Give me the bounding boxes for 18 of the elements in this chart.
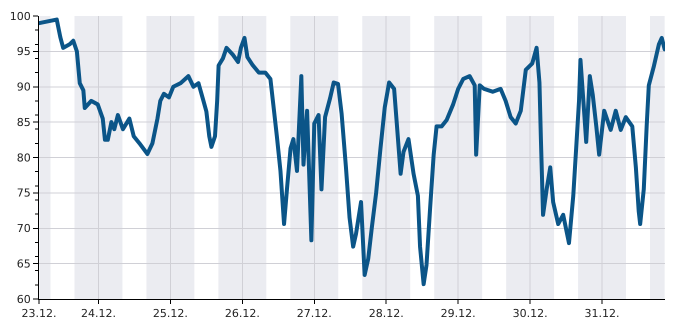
y-tick-label: 80: [16, 151, 31, 164]
x-tick-label: 27.12.: [296, 307, 332, 320]
x-tick-label: 23.12.: [22, 307, 56, 320]
y-tick-label: 100: [10, 10, 31, 23]
y-tick-label: 95: [16, 45, 31, 58]
x-tick-label: 25.12.: [152, 307, 188, 320]
x-tick-label: 28.12.: [368, 307, 404, 320]
x-tick-label: 30.12.: [512, 307, 548, 320]
y-tick-label: 70: [16, 222, 31, 236]
y-tick-label: 85: [16, 116, 31, 129]
y-tick-label: 90: [16, 80, 31, 94]
y-tick-label: 65: [16, 257, 31, 270]
x-tick-label: 26.12.: [224, 307, 260, 320]
x-tick-label: 29.12.: [440, 307, 476, 320]
x-tick-label: 31.12.: [584, 307, 620, 320]
x-tick-label: 24.12.: [80, 307, 116, 320]
y-tick-label: 75: [16, 186, 31, 200]
y-tick-label: 60: [16, 292, 31, 306]
